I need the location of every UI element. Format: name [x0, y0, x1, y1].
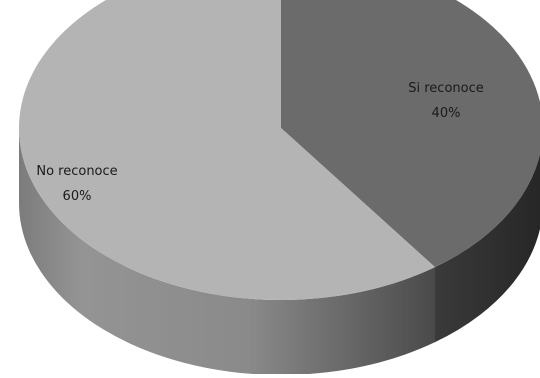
pie-label-layer: Si reconoce 40% No reconoce 60%	[36, 81, 483, 204]
pie-slice-side-0	[435, 153, 540, 343]
slice-value-label-0: 40%	[432, 106, 461, 121]
pie-slice-0	[281, 0, 540, 268]
pie-top-layer	[19, 0, 540, 300]
pie-slice-1	[19, 0, 435, 300]
slice-value-label-1: 60%	[63, 189, 92, 204]
slice-label-0: Si reconoce	[408, 81, 484, 96]
pie-slice-side-1	[19, 128, 435, 375]
slice-label-1: No reconoce	[36, 164, 117, 179]
pie-side-layer	[19, 128, 540, 375]
